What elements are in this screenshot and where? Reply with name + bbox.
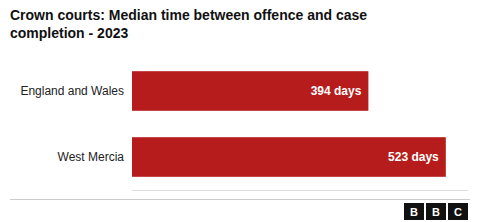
category-label: West Mercia: [58, 150, 125, 164]
logo-box: [448, 203, 468, 220]
labels: England and Wales 394 days West Mercia 523 …: [20, 84, 439, 164]
bar: [132, 137, 446, 177]
separator: [10, 199, 470, 200]
logo-letter: B: [432, 206, 440, 218]
logo-box: [426, 203, 446, 220]
logo-letter: C: [454, 206, 462, 218]
bar: [132, 71, 368, 111]
data-label: 523 days: [388, 150, 439, 164]
logo-box: [404, 203, 424, 220]
title: Crown courts: Median time between offenc…: [10, 7, 367, 41]
logo-letter: B: [410, 206, 418, 218]
category-label: England and Wales: [20, 84, 124, 98]
chart: Crown courts: Median time between offenc…: [0, 0, 480, 222]
bars: [132, 71, 446, 177]
x-axis-line: [132, 190, 468, 191]
chart-container: Crown courts: Median time between offenc…: [0, 0, 480, 222]
data-label: 394 days: [311, 84, 362, 98]
